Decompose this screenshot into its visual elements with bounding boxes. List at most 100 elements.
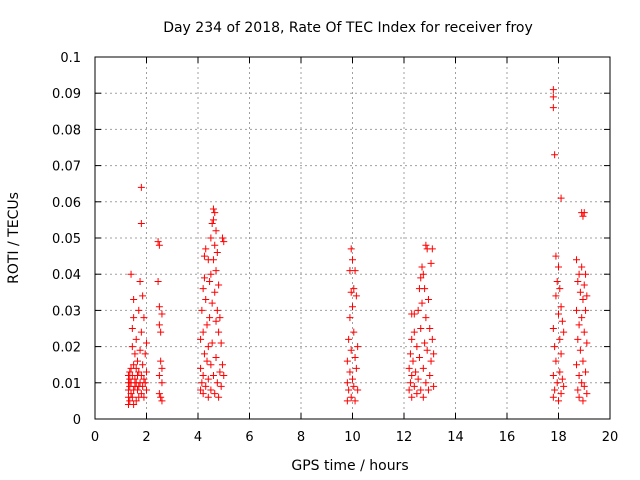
data-point	[154, 277, 162, 285]
data-point	[549, 325, 557, 332]
data-point	[549, 393, 557, 401]
data-point	[419, 364, 427, 372]
data-point	[212, 317, 220, 325]
data-point	[212, 267, 220, 275]
data-point	[199, 390, 207, 398]
data-point	[349, 256, 356, 264]
data-point	[346, 368, 354, 376]
data-point	[552, 357, 560, 365]
data-point	[155, 372, 163, 380]
y-tick-label: 0.04	[52, 268, 81, 283]
data-point	[555, 263, 562, 271]
data-point	[204, 393, 212, 401]
data-point	[204, 343, 212, 351]
data-point	[199, 328, 207, 336]
data-point	[418, 299, 426, 307]
data-point	[213, 248, 221, 256]
data-point	[557, 350, 565, 358]
x-tick-label: 2	[142, 430, 150, 445]
data-point	[347, 346, 355, 354]
y-tick-label: 0	[73, 413, 81, 428]
data-point	[422, 379, 430, 387]
data-point	[139, 361, 147, 369]
data-point	[213, 306, 221, 314]
data-point	[139, 292, 147, 300]
data-point	[217, 382, 225, 390]
data-point	[350, 382, 358, 390]
data-point	[131, 375, 139, 383]
data-point	[130, 401, 138, 409]
data-point	[553, 379, 561, 387]
data-point	[212, 353, 220, 361]
data-point	[140, 393, 148, 401]
data-point	[350, 328, 358, 336]
data-point	[197, 364, 205, 372]
data-point	[347, 393, 355, 401]
data-point	[582, 368, 590, 376]
data-point	[349, 303, 356, 311]
y-tick-label: 0.06	[52, 196, 81, 211]
data-point	[200, 274, 208, 282]
data-point	[582, 306, 590, 314]
data-point	[582, 270, 590, 278]
data-point	[155, 321, 163, 329]
data-point	[213, 379, 221, 387]
data-point	[556, 285, 564, 293]
data-point	[155, 303, 163, 311]
data-point	[417, 386, 425, 394]
data-point	[579, 397, 587, 405]
data-point	[422, 314, 430, 322]
data-point	[209, 205, 217, 213]
data-point	[202, 382, 210, 390]
data-point	[580, 328, 588, 336]
data-point	[351, 353, 359, 361]
axis-ticks	[94, 56, 611, 420]
data-point	[405, 386, 413, 394]
data-point	[215, 281, 223, 289]
data-point	[208, 220, 216, 228]
data-point	[557, 303, 565, 311]
data-point	[202, 245, 210, 253]
data-point	[128, 325, 136, 332]
data-point	[206, 277, 214, 285]
data-point	[558, 317, 566, 325]
y-tick-label: 0.05	[52, 232, 81, 247]
data-point	[552, 292, 560, 300]
data-point	[135, 306, 143, 314]
data-point	[583, 292, 591, 300]
data-point	[136, 346, 144, 354]
data-point	[132, 364, 140, 372]
data-point	[417, 325, 425, 332]
x-tick-label: 8	[297, 430, 305, 445]
y-tick-label: 0.08	[52, 123, 81, 138]
data-point	[199, 285, 207, 293]
data-point	[128, 343, 136, 351]
data-point	[143, 368, 150, 376]
data-point	[215, 393, 223, 401]
data-points	[124, 86, 591, 409]
data-point	[215, 328, 223, 336]
data-point	[422, 241, 430, 249]
data-point	[578, 379, 586, 387]
data-point	[143, 339, 150, 347]
data-point	[419, 270, 427, 278]
data-point	[136, 277, 144, 285]
data-point	[579, 212, 587, 220]
data-point	[413, 343, 421, 351]
data-point	[583, 390, 591, 398]
data-point	[199, 372, 207, 380]
data-point	[211, 390, 219, 398]
data-point	[579, 296, 587, 304]
data-point	[430, 350, 438, 358]
data-point	[549, 93, 557, 101]
data-point	[206, 314, 214, 322]
data-point	[430, 382, 438, 390]
data-point	[220, 238, 228, 246]
data-point	[135, 368, 143, 376]
data-point	[351, 267, 359, 275]
data-point	[352, 364, 360, 372]
data-point	[208, 339, 216, 347]
data-point	[216, 368, 224, 376]
data-point	[345, 335, 353, 343]
